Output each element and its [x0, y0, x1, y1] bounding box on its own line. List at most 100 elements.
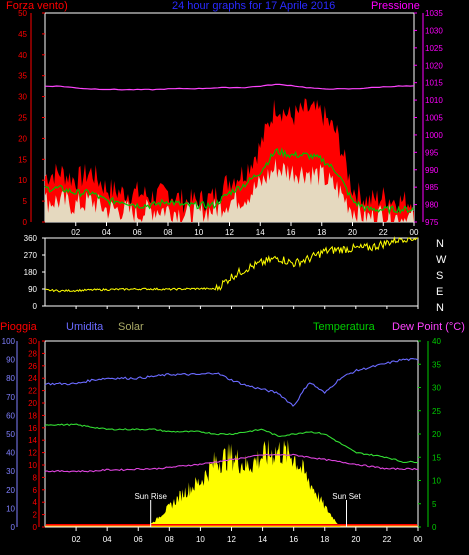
wind-xtick-label: 16 [287, 228, 296, 237]
pressure-ytick-label: 1015 [425, 79, 443, 88]
climate-xtick-label: 18 [320, 535, 329, 544]
pressure-ytick-label: 980 [425, 201, 439, 210]
sunrise-label: Sun Rise [134, 492, 167, 501]
rain-ytick-label: 16 [28, 424, 37, 433]
climate-xtick-label: 04 [103, 535, 112, 544]
wind-xtick-label: 18 [317, 228, 326, 237]
compass-s: S [436, 270, 444, 282]
wind-ytick-label: 5 [23, 197, 28, 206]
chart-title: 24 hour graphs for 17 Aprile 2016 [172, 0, 336, 12]
rain-ytick-label: 14 [28, 436, 37, 445]
wind-average-line [44, 147, 415, 215]
wind-xtick-label: 14 [256, 228, 265, 237]
pressure-ytick-label: 975 [425, 218, 439, 227]
rain-ytick-label: 0 [33, 523, 38, 532]
pressure-ytick-label: 1010 [425, 96, 443, 105]
rain-ytick-label: 10 [28, 461, 37, 470]
wind-xtick-label: 22 [379, 228, 388, 237]
rain-ytick-label: 18 [28, 411, 37, 420]
wind-ytick-label: 35 [18, 72, 27, 81]
temp-ytick-label: 40 [432, 337, 441, 346]
temp-ytick-label: 20 [432, 430, 441, 439]
pressure-line [44, 83, 415, 91]
wind-xtick-label: 10 [194, 228, 203, 237]
temp-ytick-label: 30 [432, 384, 441, 393]
humidity-ytick-label: 80 [6, 374, 15, 383]
wind-ytick-label: 25 [18, 114, 27, 123]
climate-xtick-label: 20 [351, 535, 360, 544]
temp-ytick-label: 35 [432, 360, 441, 369]
climate-xtick-label: 14 [258, 535, 267, 544]
climate-xtick-label: 06 [134, 535, 143, 544]
humidity-axis-label: Umidita [66, 321, 104, 333]
wind-xtick-label: 04 [102, 228, 111, 237]
temp-ytick-label: 5 [432, 500, 437, 509]
pressure-ytick-label: 1020 [425, 61, 443, 70]
climate-xtick-label: 22 [382, 535, 391, 544]
climate-xtick-label: 12 [227, 535, 236, 544]
temperature-line [44, 423, 419, 464]
rain-ytick-label: 28 [28, 349, 37, 358]
pressure-ytick-label: 995 [425, 148, 439, 157]
sunset-label: Sun Set [332, 492, 361, 501]
direction-panel-frame [44, 237, 419, 307]
wind-axis-label: Forza vento) [6, 0, 68, 12]
humidity-ytick-label: 50 [6, 430, 15, 439]
humidity-ytick-label: 100 [2, 337, 16, 346]
rain-ytick-label: 12 [28, 449, 37, 458]
direction-ytick-label: 270 [24, 251, 38, 260]
wind-xtick-label: 06 [133, 228, 142, 237]
wind-xtick-label: 12 [225, 228, 234, 237]
wind-ytick-label: 10 [18, 176, 27, 185]
humidity-ytick-label: 90 [6, 356, 15, 365]
direction-ytick-label: 180 [24, 268, 38, 277]
pressure-ytick-label: 1005 [425, 114, 443, 123]
solar-area [150, 439, 349, 527]
direction-ytick-label: 0 [33, 302, 38, 311]
pressure-ytick-label: 1000 [425, 131, 443, 140]
wind-direction-line [45, 236, 418, 293]
rain-ytick-label: 22 [28, 387, 37, 396]
rain-ytick-label: 24 [28, 374, 37, 383]
rain-ytick-label: 30 [28, 337, 37, 346]
pressure-axis-label: Pressione [371, 0, 420, 12]
wind-ytick-label: 30 [18, 93, 27, 102]
temp-ytick-label: 0 [432, 523, 437, 532]
rain-bars [46, 524, 417, 526]
temp-ytick-label: 25 [432, 407, 441, 416]
wind-xtick-label: 20 [348, 228, 357, 237]
direction-ytick-label: 90 [28, 285, 37, 294]
wind-ytick-label: 45 [18, 30, 27, 39]
humidity-line [44, 358, 419, 407]
humidity-ytick-label: 40 [6, 449, 15, 458]
dew-point-line [44, 453, 419, 473]
compass-e: E [436, 286, 444, 298]
wind-ytick-label: 0 [23, 218, 28, 227]
wind-speed-area [45, 158, 414, 222]
humidity-ytick-label: 70 [6, 393, 15, 402]
wind-xtick-label: 02 [71, 228, 80, 237]
climate-xtick-label: 10 [196, 535, 205, 544]
rain-ytick-label: 6 [33, 486, 38, 495]
humidity-ytick-label: 10 [6, 504, 15, 513]
rain-ytick-label: 26 [28, 362, 37, 371]
wind-ytick-label: 15 [18, 155, 27, 164]
climate-xtick-label: 08 [165, 535, 174, 544]
temperature-axis-label: Temperatura [313, 321, 375, 333]
humidity-ytick-label: 60 [6, 411, 15, 420]
wind-xtick-label: 00 [410, 228, 419, 237]
climate-xtick-label: 00 [414, 535, 423, 544]
humidity-ytick-label: 30 [6, 467, 15, 476]
pressure-ytick-label: 1025 [425, 44, 443, 53]
rain-ytick-label: 8 [33, 473, 38, 482]
temp-ytick-label: 10 [432, 477, 441, 486]
rain-ytick-label: 20 [28, 399, 37, 408]
direction-ytick-label: 360 [24, 234, 38, 243]
wind-ytick-label: 40 [18, 51, 27, 60]
rain-axis-label: Pioggia [0, 321, 37, 333]
rain-ytick-label: 2 [33, 511, 38, 520]
wind-ytick-label: 20 [18, 134, 27, 143]
solar-axis-label: Solar [118, 321, 144, 333]
dew-point-axis-label: Dew Point (°C) [392, 321, 465, 333]
